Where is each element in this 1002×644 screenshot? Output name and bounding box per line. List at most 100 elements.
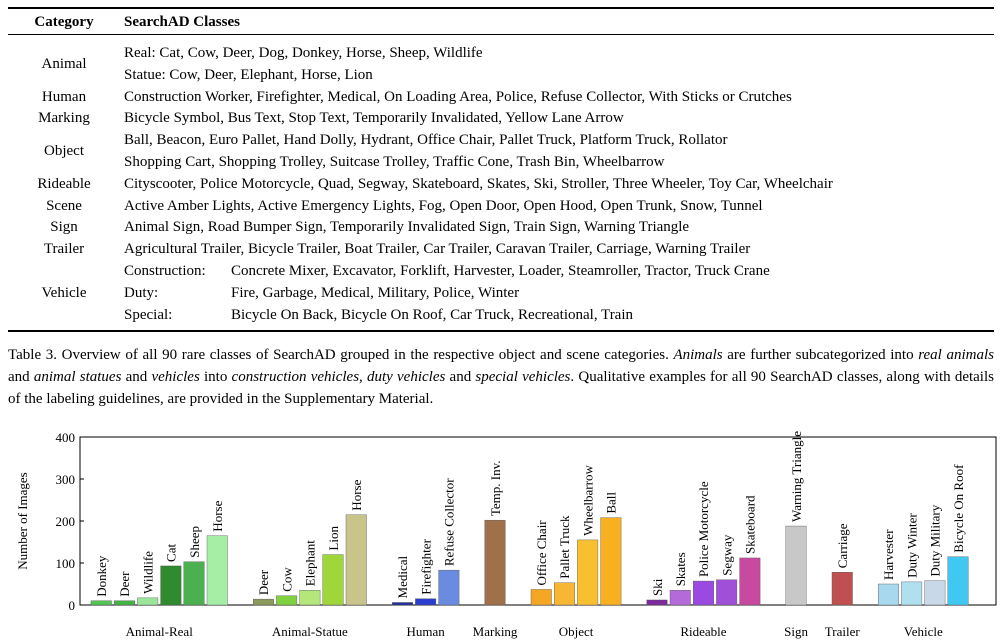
group-label: Animal-Real [126, 624, 194, 639]
caption-text: special vehicles [475, 369, 571, 385]
group-label: Object [559, 624, 594, 639]
caption-text: construction vehicles [231, 369, 360, 385]
category-cell: Sign [50, 219, 78, 236]
caption-text: real animals [918, 347, 994, 363]
category-cell: Rideable [37, 175, 91, 192]
caption-text: are further subcategorized into [722, 347, 919, 363]
caption-text: vehicles [151, 369, 200, 385]
bar [646, 599, 668, 606]
category-cell: Marking [38, 110, 90, 127]
sub-label: Construction: [124, 263, 206, 279]
bar [392, 602, 413, 606]
bar [924, 580, 946, 606]
bar-label: Lion [326, 526, 341, 551]
bar-label: Deer [256, 569, 271, 595]
header-cell: SearchAD Classes [124, 14, 240, 30]
bar-label: Harvester [881, 529, 896, 580]
bar-label: Wildlife [140, 551, 155, 594]
caption-text: Table 3. Overview of all 90 rare classes… [8, 347, 674, 363]
bar [693, 580, 714, 606]
y-tick-label: 100 [56, 556, 76, 571]
bar-label: Bicycle On Roof [951, 464, 966, 553]
bar-label: Skates [673, 552, 688, 586]
bar [276, 595, 298, 606]
class-list: Active Amber Lights, Active Emergency Li… [124, 197, 763, 214]
bar-label: Duty Winter [904, 513, 919, 578]
table-rule [8, 330, 994, 332]
y-tick-label: 200 [56, 514, 76, 529]
bar-label: Donkey [94, 555, 109, 597]
bar [137, 597, 159, 606]
bar-label: Medical [395, 555, 410, 598]
bar-label: Firefighter [418, 538, 433, 594]
category-cell: Scene [46, 197, 82, 214]
caption-text: and [121, 369, 152, 385]
class-list: Ball, Beacon, Euro Pallet, Hand Dolly, H… [124, 132, 728, 149]
bar [785, 525, 807, 606]
bar [530, 589, 552, 606]
class-list: Bicycle Symbol, Bus Text, Stop Text, Tem… [124, 110, 624, 127]
caption: Table 3. Overview of all 90 rare classes… [8, 344, 994, 410]
bar-label: Wheelbarrow [580, 465, 595, 536]
bar [206, 535, 228, 606]
bar [901, 581, 923, 606]
bar [345, 514, 367, 606]
class-list: Statue: Cow, Deer, Elephant, Horse, Lion [124, 66, 373, 83]
bar-label: Ball [604, 492, 619, 514]
bar-label: Segway [719, 534, 734, 576]
y-tick-label: 0 [69, 598, 76, 613]
bar-label: Horse [349, 479, 364, 510]
group-label: Vehicle [904, 624, 943, 639]
category-cell: Object [44, 143, 84, 160]
bar [160, 565, 182, 606]
group-label: Marking [473, 624, 518, 639]
bar [90, 600, 112, 606]
caption-text: duty vehicles [367, 369, 446, 385]
bar [554, 582, 575, 606]
bar [716, 579, 738, 606]
bar-label: Horse [210, 500, 225, 531]
group-label: Animal-Statue [272, 624, 348, 639]
class-list: Construction Worker, Firefighter, Medica… [124, 88, 792, 105]
group-label: Human [407, 624, 446, 639]
bar [831, 572, 853, 606]
class-list: Shopping Cart, Shopping Trolley, Suitcas… [124, 154, 665, 170]
category-cell: Trailer [43, 241, 85, 258]
caption-text: . Qualitative examples for all 90 Search… [8, 369, 994, 407]
category-cell: Vehicle [41, 284, 87, 301]
group-label: Rideable [680, 624, 726, 639]
bar [183, 561, 205, 606]
class-list: Agricultural Trailer, Bicycle Trailer, B… [124, 241, 751, 258]
bar-label: Ski [650, 578, 665, 596]
category-cell: Animal [41, 55, 87, 72]
bar [947, 556, 969, 606]
caption-text: into [199, 369, 232, 385]
bar [878, 583, 899, 606]
bar-label: Office Chair [534, 520, 549, 586]
bar-label: Duty Military [928, 504, 943, 576]
bar [669, 590, 691, 606]
group-label: Sign [784, 624, 808, 639]
class-list: Cityscooter, Police Motorcycle, Quad, Se… [124, 175, 833, 192]
bar [484, 519, 506, 606]
bar-label: Pallet Truck [557, 515, 572, 579]
header-cell: Category [34, 14, 94, 30]
class-list: Bicycle On Back, Bicycle On Roof, Car Tr… [231, 306, 634, 323]
bar-label: Elephant [303, 540, 318, 587]
bar [739, 557, 761, 606]
y-tick-label: 400 [56, 430, 76, 445]
caption-text: Animals [673, 347, 723, 363]
bar-label: Refuse Collector [442, 478, 457, 566]
bar-label: Sheep [187, 526, 202, 558]
bar [438, 569, 460, 606]
bar [113, 600, 135, 606]
table-rule [8, 7, 994, 9]
bar [600, 517, 622, 606]
class-list: Fire, Garbage, Medical, Military, Police… [231, 284, 520, 301]
bar-label: Skateboard [743, 495, 758, 554]
caption-text: , [359, 369, 367, 385]
bar-label: Cat [164, 543, 179, 561]
y-tick-label: 300 [56, 472, 76, 487]
class-list: Real: Cat, Cow, Deer, Dog, Donkey, Horse… [124, 45, 483, 61]
